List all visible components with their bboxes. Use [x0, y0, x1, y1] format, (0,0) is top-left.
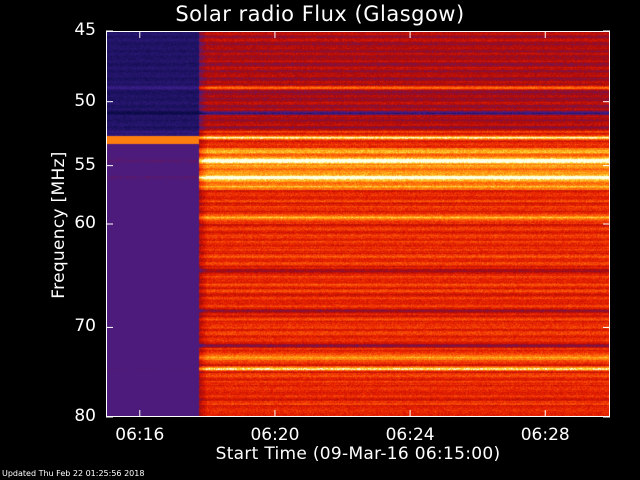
y-tick-label: 45 — [74, 20, 96, 40]
y-tick-label: 55 — [74, 154, 96, 175]
y-tick-label: 70 — [74, 316, 96, 337]
y-tick-label: 80 — [74, 406, 96, 426]
x-tick-label: 06:16 — [115, 425, 165, 445]
x-tick-label: 06:24 — [385, 425, 435, 445]
x-tick-label: 06:28 — [520, 425, 570, 445]
y-axis-label: Frequency [MHz] — [49, 151, 69, 299]
x-tick-label: 06:20 — [250, 425, 300, 445]
y-tick-label: 50 — [74, 90, 96, 111]
x-axis-label: Start Time (09-Mar-16 06:15:00) — [215, 444, 501, 464]
y-tick-label: 60 — [74, 213, 96, 233]
chart-title: Solar radio Flux (Glasgow) — [175, 2, 465, 26]
updated-timestamp: Updated Thu Feb 22 01:25:56 2018 — [2, 469, 145, 478]
plot-frame — [106, 31, 610, 417]
spectrogram-image — [106, 31, 610, 417]
